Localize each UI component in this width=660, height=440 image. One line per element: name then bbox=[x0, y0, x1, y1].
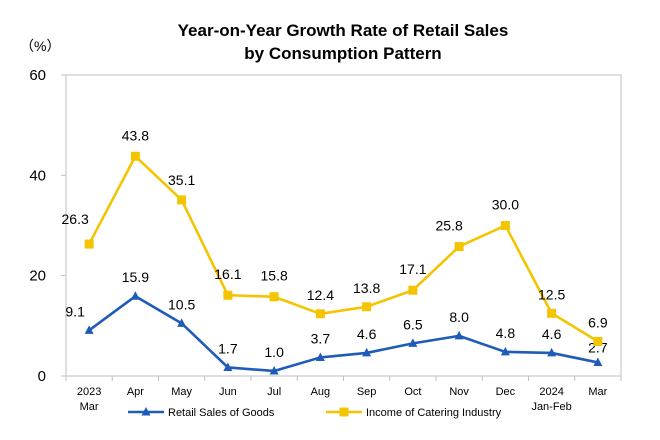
y-tick-label: 40 bbox=[29, 167, 46, 184]
data-point-marker bbox=[223, 362, 233, 371]
data-point-marker bbox=[593, 357, 603, 366]
series-line bbox=[88, 294, 599, 373]
data-point-marker bbox=[177, 195, 187, 205]
x-tick-label: Nov bbox=[449, 386, 469, 398]
y-axis-ticks: 0 20 40 60 bbox=[29, 67, 66, 385]
data-label: 4.8 bbox=[496, 325, 516, 341]
data-label: 30.0 bbox=[492, 197, 519, 213]
data-label: 2.7 bbox=[588, 339, 608, 355]
data-label: 13.8 bbox=[353, 280, 380, 296]
data-point-marker bbox=[593, 336, 603, 346]
data-label: 4.6 bbox=[357, 326, 377, 342]
x-tick-label: Jul bbox=[267, 386, 281, 398]
data-point-marker bbox=[500, 346, 510, 356]
data-label: 12.5 bbox=[538, 286, 565, 302]
data-label: 3.7 bbox=[311, 330, 331, 346]
x-tick-label: Dec bbox=[496, 386, 516, 398]
y-tick-label: 20 bbox=[29, 268, 46, 285]
chart-title-line2: by Consumption Pattern bbox=[244, 44, 441, 63]
data-label: 15.8 bbox=[261, 268, 288, 284]
data-point-marker bbox=[130, 151, 140, 161]
data-point-marker bbox=[547, 347, 557, 357]
plot-area-border bbox=[65, 74, 622, 377]
x-axis-ticks: 2023 Mar Apr May Jun Jul Aug Sep Oct Nov Dec 2024 Ja… bbox=[65, 376, 622, 413]
data-label: 4.6 bbox=[542, 326, 562, 342]
data-point-marker bbox=[454, 330, 464, 340]
x-tick-label: Mar bbox=[80, 401, 99, 413]
data-point-marker bbox=[130, 291, 140, 300]
data-point-marker bbox=[315, 309, 325, 319]
x-tick-label: Apr bbox=[127, 386, 144, 398]
data-label: 12.4 bbox=[307, 287, 334, 303]
data-point-marker bbox=[223, 290, 233, 300]
data-point-marker bbox=[269, 292, 279, 302]
data-label: 16.1 bbox=[214, 266, 241, 282]
x-tick-label: Sep bbox=[357, 386, 377, 398]
data-label: 15.9 bbox=[122, 269, 149, 285]
series-retail-sales-of-goods: 9.1 15.9 10.5 1.7 1.0 3.7 4.6 6.5 8.0 4.8 4.6 2.7 bbox=[65, 269, 608, 375]
series-line bbox=[87, 154, 599, 343]
data-label: 26.3 bbox=[62, 211, 89, 227]
x-tick-label: Oct bbox=[404, 386, 421, 398]
data-point-marker bbox=[454, 242, 464, 252]
x-tick-label: May bbox=[171, 386, 192, 398]
y-tick-label: 0 bbox=[38, 368, 46, 385]
data-point-marker bbox=[408, 338, 418, 347]
data-label: 8.0 bbox=[449, 309, 469, 325]
x-tick-label: 2024 bbox=[539, 386, 563, 398]
data-label: 10.5 bbox=[168, 296, 195, 312]
data-label: 9.1 bbox=[65, 303, 85, 319]
data-point-marker bbox=[84, 325, 94, 334]
data-point-marker bbox=[269, 365, 279, 375]
data-point-marker bbox=[362, 302, 372, 312]
data-label: 1.7 bbox=[218, 340, 238, 356]
x-tick-label: Aug bbox=[311, 386, 331, 398]
data-point-marker bbox=[362, 347, 372, 357]
data-point-marker bbox=[177, 318, 187, 327]
data-point-marker bbox=[84, 239, 94, 249]
data-label: 25.8 bbox=[436, 218, 463, 234]
x-tick-label: Mar bbox=[588, 386, 607, 398]
data-point-marker bbox=[500, 221, 510, 230]
data-label: 1.0 bbox=[264, 344, 284, 360]
data-label: 6.9 bbox=[588, 314, 608, 330]
legend: Retail Sales of Goods Income of Catering … bbox=[128, 407, 502, 419]
legend-marker bbox=[339, 407, 349, 417]
data-point-marker bbox=[547, 308, 557, 318]
data-label: 6.5 bbox=[403, 316, 423, 332]
data-point-marker bbox=[408, 285, 418, 295]
series-income-of-catering-industry: 26.3 43.8 35.1 16.1 15.8 12.4 13.8 17.1 25.8 30.0… bbox=[62, 127, 608, 346]
y-axis-unit: （%） bbox=[20, 38, 60, 54]
y-tick-label: 60 bbox=[29, 67, 46, 84]
chart-title-line1: Year-on-Year Growth Rate of Retail Sales bbox=[178, 21, 509, 40]
data-point-marker bbox=[315, 352, 325, 361]
legend-label: Retail Sales of Goods bbox=[168, 407, 275, 419]
data-label: 17.1 bbox=[399, 261, 426, 277]
legend-label: Income of Catering Industry bbox=[366, 407, 502, 419]
legend-marker bbox=[141, 407, 151, 416]
data-label: 35.1 bbox=[168, 172, 195, 188]
series-layer: 9.115.910.51.7 1.03.7 4.66.5 8.04.8 4.62.726… bbox=[62, 127, 608, 375]
x-tick-label: 2023 bbox=[77, 386, 101, 398]
x-tick-label: Jun bbox=[219, 386, 237, 398]
x-tick-label: Jan-Feb bbox=[531, 401, 571, 413]
data-label: 43.8 bbox=[122, 127, 149, 143]
